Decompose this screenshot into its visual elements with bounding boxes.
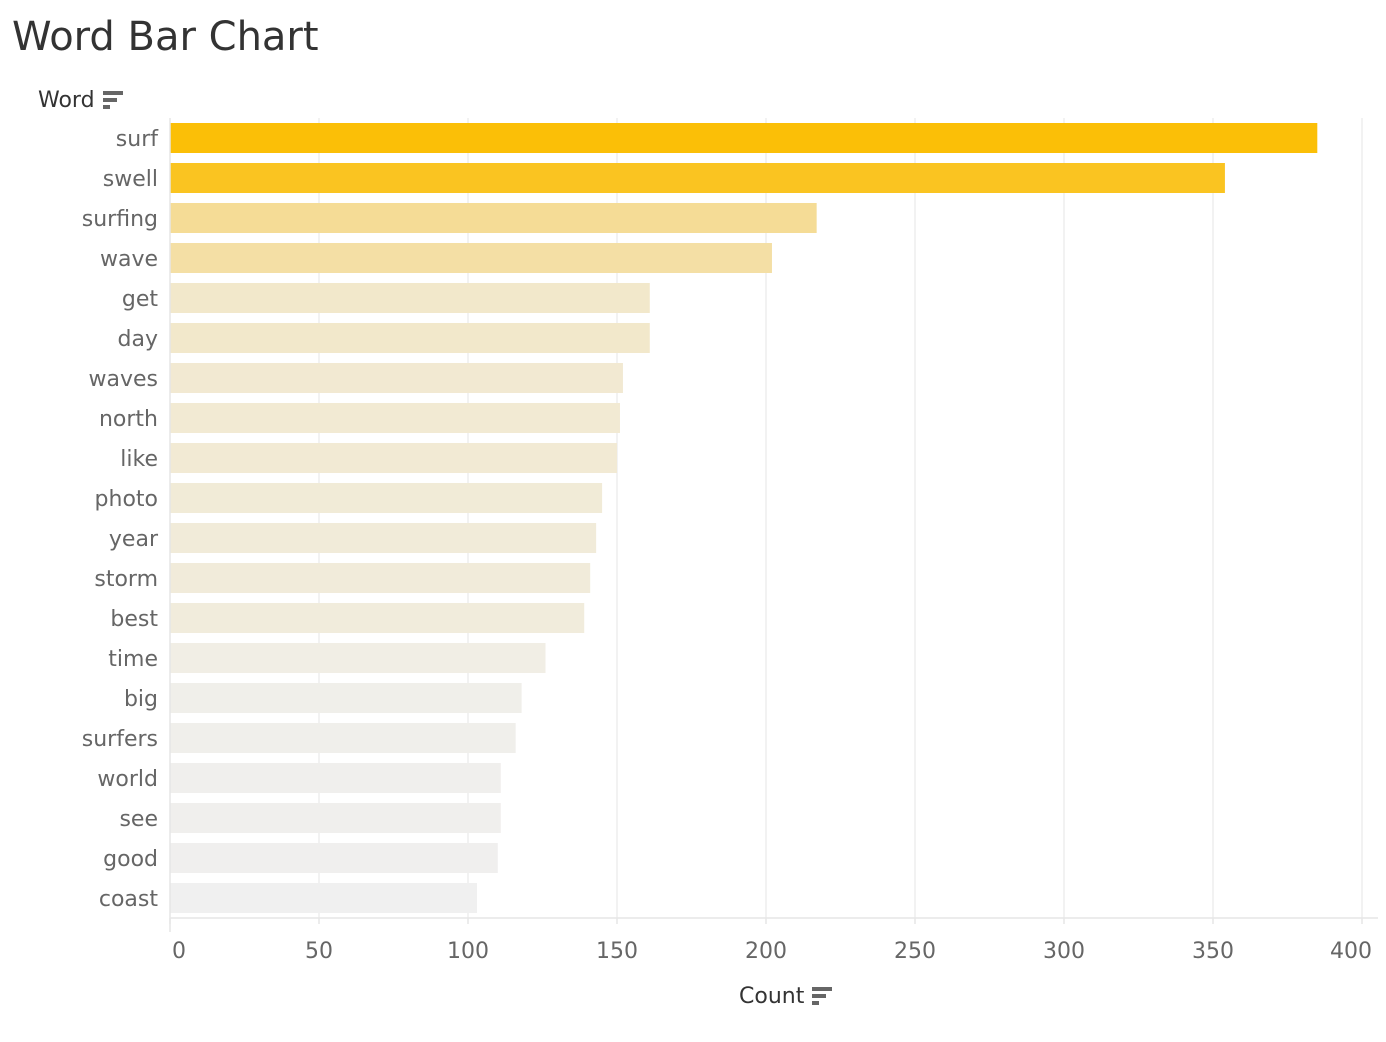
- x-tick-label: 150: [596, 939, 638, 964]
- bar-photo[interactable]: [170, 483, 603, 513]
- x-tick-label: 250: [894, 939, 936, 964]
- x-tick-label: 200: [745, 939, 787, 964]
- y-axis-header-label: Word: [38, 88, 95, 113]
- x-axis-header: Count: [739, 984, 834, 1009]
- bar-storm[interactable]: [170, 563, 591, 593]
- y-tick-label: coast: [99, 887, 158, 912]
- y-tick-label: north: [99, 407, 158, 432]
- bar-best[interactable]: [170, 603, 585, 633]
- x-tick-label: 400: [1330, 939, 1372, 964]
- y-tick-label: good: [103, 847, 158, 872]
- bar-wave[interactable]: [170, 243, 772, 273]
- y-tick-label: world: [97, 767, 158, 792]
- bar-day[interactable]: [170, 323, 650, 353]
- bar-big[interactable]: [170, 683, 522, 713]
- y-tick-label: like: [120, 447, 158, 472]
- bar-surfing[interactable]: [170, 203, 817, 233]
- x-tick-label: 100: [447, 939, 489, 964]
- sort-descending-icon[interactable]: [102, 90, 125, 111]
- bar-year[interactable]: [170, 523, 597, 553]
- bar-swell[interactable]: [170, 163, 1225, 193]
- y-tick-label: get: [122, 287, 159, 312]
- y-tick-label: year: [109, 527, 159, 552]
- x-tick-label: 0: [172, 939, 186, 964]
- y-tick-label: surfers: [82, 727, 158, 752]
- y-tick-label: photo: [95, 487, 158, 512]
- sort-descending-icon[interactable]: [812, 986, 834, 1007]
- y-tick-label: surfing: [82, 207, 158, 232]
- bar-coast[interactable]: [170, 883, 477, 913]
- bar-surf[interactable]: [170, 123, 1318, 153]
- bar-time[interactable]: [170, 643, 546, 673]
- y-tick-label: best: [110, 607, 158, 632]
- y-tick-label: surf: [116, 127, 159, 152]
- y-axis-header: Word: [38, 88, 125, 113]
- bar-get[interactable]: [170, 283, 650, 313]
- bar-like[interactable]: [170, 443, 617, 473]
- bar-good[interactable]: [170, 843, 498, 873]
- y-tick-label: day: [118, 327, 158, 352]
- y-tick-label: wave: [100, 247, 158, 272]
- bar-surfers[interactable]: [170, 723, 516, 753]
- bar-world[interactable]: [170, 763, 501, 793]
- bar-north[interactable]: [170, 403, 620, 433]
- x-tick-label: 300: [1043, 939, 1085, 964]
- y-tick-label: storm: [94, 567, 158, 592]
- bar-see[interactable]: [170, 803, 501, 833]
- x-tick-label: 350: [1192, 939, 1234, 964]
- y-tick-label: big: [124, 687, 158, 712]
- chart-title: Word Bar Chart: [12, 14, 319, 60]
- y-tick-label: swell: [103, 167, 158, 192]
- y-tick-label: see: [119, 807, 158, 832]
- y-tick-label: time: [108, 647, 158, 672]
- y-tick-label: waves: [89, 367, 159, 392]
- bar-waves[interactable]: [170, 363, 623, 393]
- x-tick-label: 50: [305, 939, 333, 964]
- x-axis-header-label: Count: [739, 984, 805, 1009]
